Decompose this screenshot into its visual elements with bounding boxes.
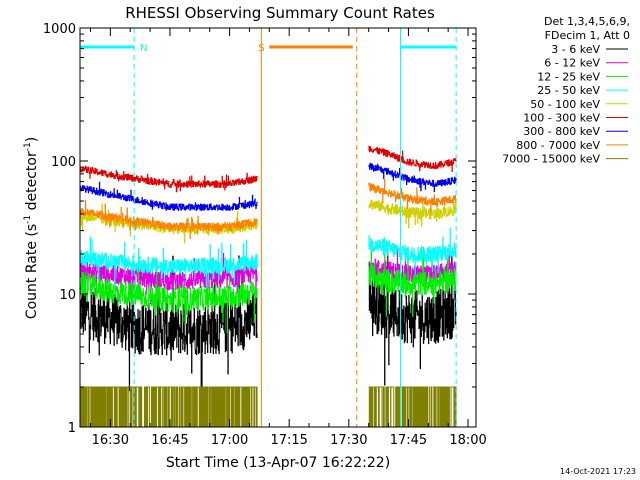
y-label-part: detector — [24, 151, 40, 215]
render-timestamp: 14-Oct-2021 17:23 — [560, 467, 636, 476]
y-axis-label: Count Rate (s-1 detector-1) — [23, 137, 40, 319]
legend-label: 6 - 12 keV — [544, 57, 600, 70]
series-trace — [368, 227, 457, 275]
axes: 16:30 16:45 17:00 17:15 17:30 17:45 18:00 1 10 10… — [43, 22, 487, 448]
x-tick-label: 17:00 — [211, 433, 248, 448]
chart-title: RHESSI Observing Summary Count Rates — [125, 4, 435, 22]
x-tick-label: 16:45 — [151, 433, 188, 448]
series-trace — [79, 181, 258, 211]
x-tick-label: 18:00 — [449, 433, 486, 448]
legend-label: 25 - 50 keV — [537, 84, 600, 97]
y-tick-label: 100 — [51, 155, 76, 170]
legend: Det 1,3,4,5,6,9, FDecim 1, Att 0 3 - 6 k… — [502, 15, 630, 166]
legend-header-line: FDecim 1, Att 0 — [545, 29, 630, 42]
y-tick-label: 1000 — [43, 22, 76, 37]
series-trace — [368, 247, 457, 317]
series-trace — [79, 262, 258, 334]
legend-label: 12 - 25 keV — [537, 70, 600, 83]
x-tick-label: 16:30 — [92, 433, 129, 448]
x-tick-label: 17:45 — [390, 433, 427, 448]
series-trace — [368, 179, 457, 214]
legend-label: 300 - 800 keV — [523, 125, 600, 138]
series-trace — [368, 145, 457, 172]
series-trace — [79, 165, 258, 193]
series-trace — [368, 162, 457, 193]
y-tick-label: 10 — [59, 288, 76, 303]
series-trace — [368, 196, 457, 229]
x-tick-label: 17:15 — [270, 433, 307, 448]
series-trace — [79, 199, 258, 239]
y-label-superscript: -1 — [23, 215, 33, 224]
y-label-superscript: -1 — [23, 142, 33, 151]
y-tick-label: 1 — [68, 421, 76, 436]
legend-label: 3 - 6 keV — [551, 43, 600, 56]
x-axis-label: Start Time (13-Apr-07 16:22:22) — [166, 455, 390, 471]
series-trace — [368, 386, 457, 428]
flag-label: N — [140, 43, 147, 54]
y-label-part: ) — [24, 137, 40, 142]
plot-frame — [79, 27, 477, 428]
legend-label: 800 - 7000 keV — [516, 139, 600, 152]
series-trace — [368, 242, 457, 386]
legend-label: 50 - 100 keV — [530, 98, 600, 111]
series-trace — [79, 236, 258, 288]
x-tick-label: 17:30 — [330, 433, 367, 448]
legend-header-line: Det 1,3,4,5,6,9, — [544, 15, 630, 28]
legend-label: 100 - 300 keV — [523, 112, 600, 125]
legend-label: 7000 - 15000 keV — [502, 153, 600, 166]
flag-label: S — [258, 43, 264, 54]
y-label-part: Count Rate (s — [24, 224, 40, 319]
